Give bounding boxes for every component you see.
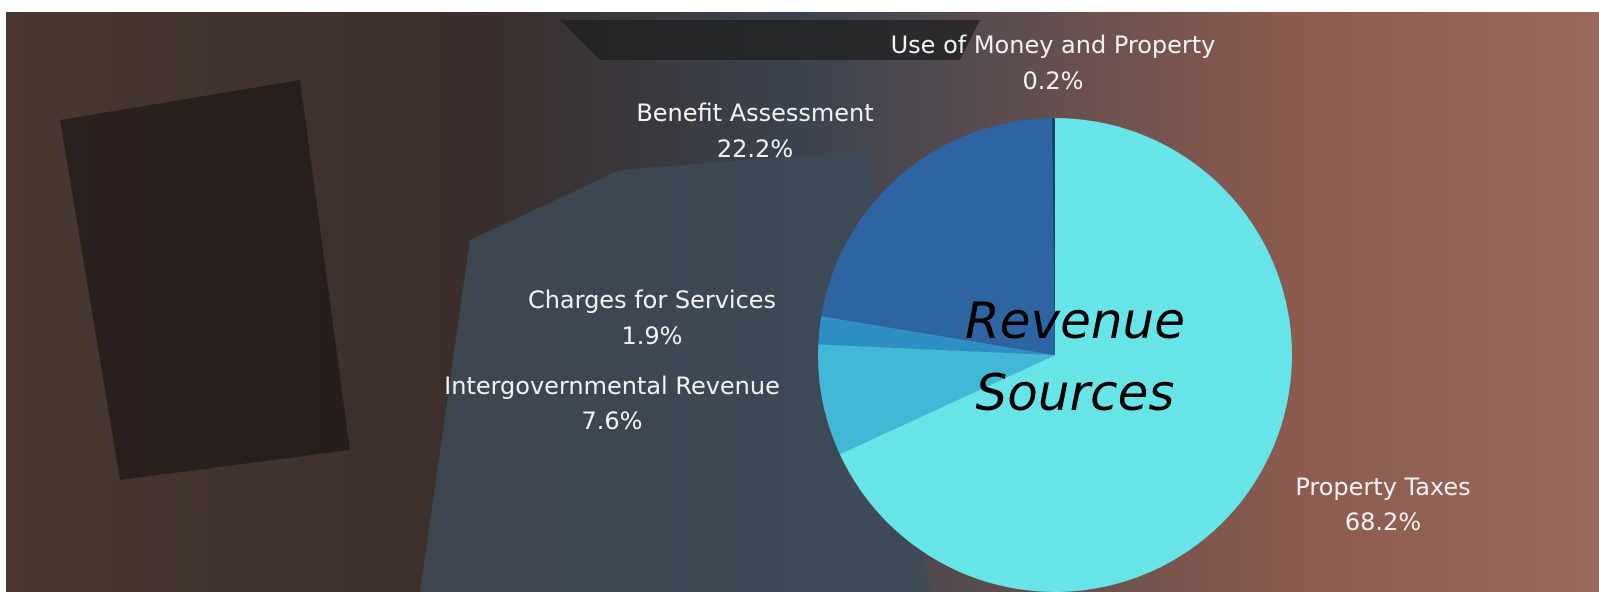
slice-label: Charges for Services — [528, 286, 776, 314]
pie-slice — [818, 344, 1055, 455]
slice-label: Benefit Assessment — [636, 99, 873, 127]
slice-value-label: 22.2% — [717, 135, 793, 163]
pie — [818, 118, 1292, 592]
slice-value-label: 7.6% — [582, 407, 643, 435]
chart-title: Revenue Sources — [965, 292, 1185, 422]
pie-slice — [1052, 118, 1055, 355]
roof-hole — [60, 80, 350, 480]
slice-value-label: 1.9% — [622, 322, 683, 350]
pie-slice — [839, 118, 1292, 592]
slice-label: Property Taxes — [1295, 473, 1470, 501]
slice-value-label: 68.2% — [1345, 508, 1421, 536]
helmet — [560, 20, 980, 60]
pie-slice — [821, 118, 1055, 355]
slice-label: Intergovernmental Revenue — [444, 372, 780, 400]
slice-label: Use of Money and Property — [891, 31, 1216, 59]
slice-value-label: 0.2% — [1023, 67, 1084, 95]
pie-slice — [818, 316, 1055, 355]
firefighter-jacket — [420, 150, 930, 592]
